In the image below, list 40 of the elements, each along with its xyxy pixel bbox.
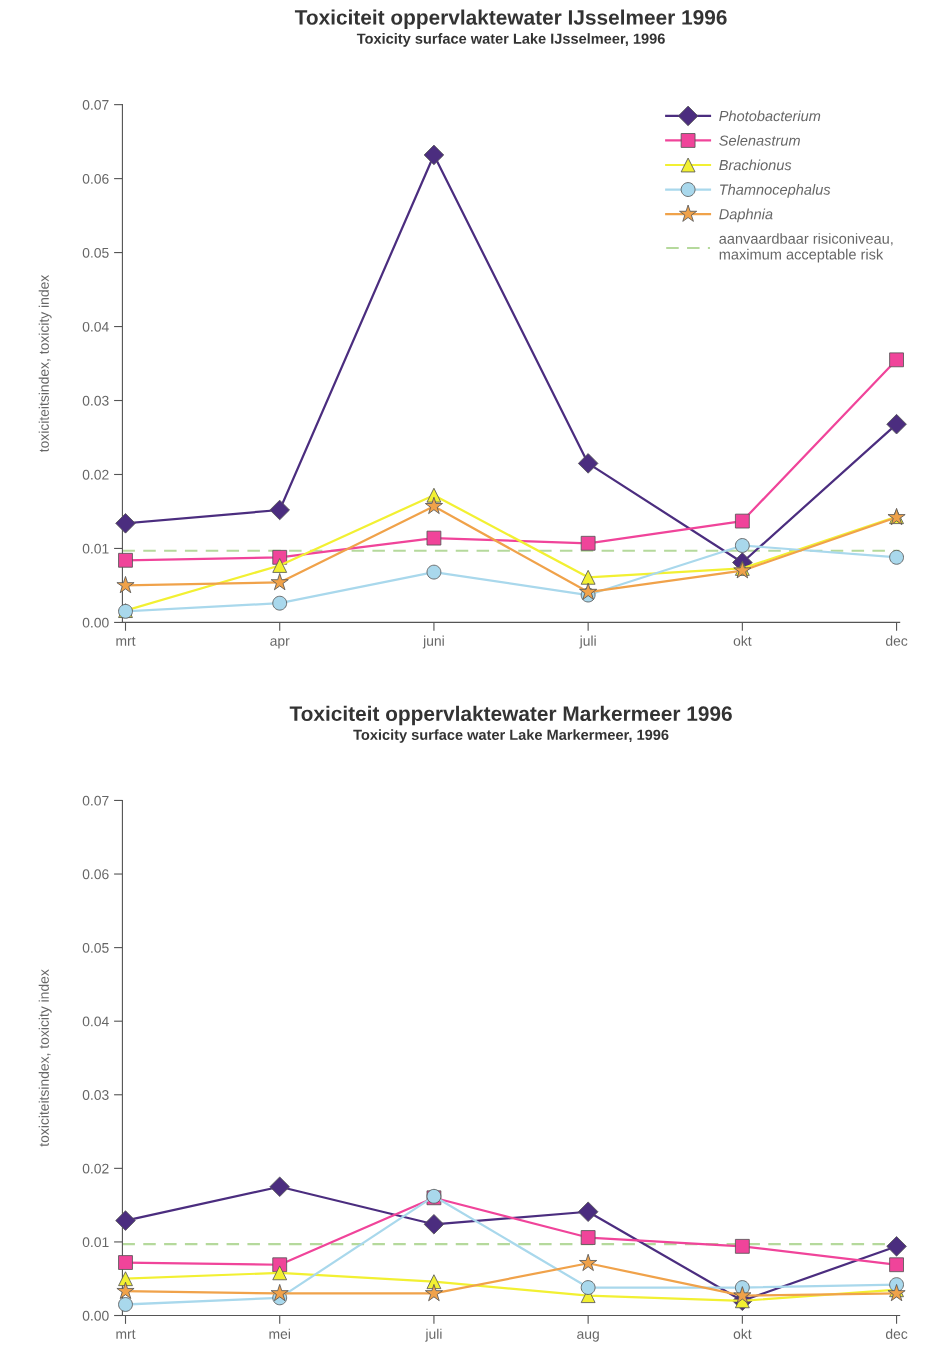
y-tick-label: 0.05 <box>82 942 109 953</box>
x-tick-label: dec <box>885 635 908 646</box>
x-tick-label: mrt <box>116 1329 136 1339</box>
y-tick-label: 0.01 <box>82 1237 109 1248</box>
legend-label: aanvaardbaar risiconiveau, maximum acceptable risk <box>719 233 893 263</box>
y-tick-label: 0.07 <box>82 795 109 806</box>
legend-label: Thamnocephalus <box>720 184 831 198</box>
x-tick-label: mei <box>269 1328 290 1339</box>
y-tick-label: 0.06 <box>82 173 109 184</box>
y-tick-label: 0.05 <box>82 247 109 258</box>
x-tick-label: dec <box>885 1328 908 1339</box>
y-tick-label: 0.03 <box>82 395 109 406</box>
y-axis-title: toxiciteitsindex, toxicity index <box>38 274 52 453</box>
legend-label: Brachionus <box>719 159 792 171</box>
y-tick-label: 0.07 <box>82 99 109 110</box>
x-tick-label: juli <box>425 1328 442 1342</box>
y-tick-label: 0.01 <box>82 543 109 554</box>
x-tick-label: okt <box>733 1328 752 1339</box>
y-tick-label: 0.00 <box>82 617 109 628</box>
x-tick-label: apr <box>270 638 290 649</box>
x-tick-label: aug <box>577 1331 599 1342</box>
x-tick-label: juli <box>579 635 596 649</box>
chart-title: Toxiciteit oppervlaktewater Markermeer 1996 <box>289 705 732 726</box>
legend-label: Selenastrum <box>719 135 800 146</box>
y-tick-label: 0.06 <box>82 869 109 880</box>
y-tick-label: 0.02 <box>82 1163 109 1174</box>
chart-subtitle: Toxicity surface water Lake IJsselmeer, 1996 <box>356 33 665 47</box>
y-tick-label: 0.00 <box>82 1310 109 1321</box>
y-tick-label: 0.04 <box>82 321 109 332</box>
x-tick-label: mrt <box>116 636 136 646</box>
legend-label: Photobacterium <box>719 110 821 122</box>
y-axis-title: toxiciteitsindex, toxicity index <box>38 969 52 1147</box>
x-tick-label: juni <box>422 635 444 649</box>
y-tick-label: 0.03 <box>82 1090 109 1100</box>
y-tick-label: 0.02 <box>82 469 109 480</box>
chart-title: Toxiciteit oppervlaktewater IJsselmeer 1996 <box>294 9 727 29</box>
y-tick-label: 0.04 <box>82 1016 109 1027</box>
legend-label: Daphnia <box>719 208 773 223</box>
chart-subtitle: Toxicity surface water Lake Markermeer, 1996 <box>353 729 669 743</box>
x-tick-label: okt <box>733 635 752 646</box>
